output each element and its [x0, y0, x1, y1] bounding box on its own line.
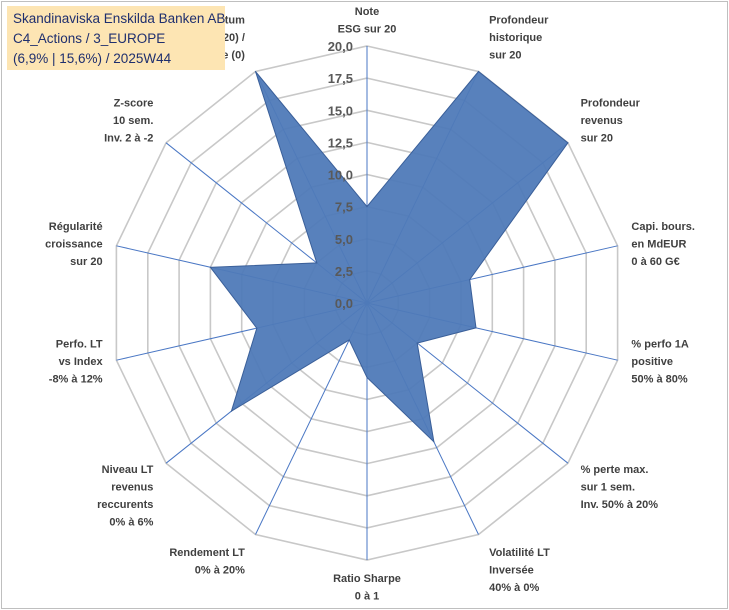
- series-layer: [209, 70, 569, 444]
- tick-label: 2,5: [335, 264, 353, 279]
- axis-label: Perfo. LT vs Index -8% à 12%: [49, 338, 104, 385]
- data-point: [316, 262, 318, 264]
- axis-label: Volatilité LT Inversée 40% à 0%: [489, 547, 550, 594]
- tick-label: 0,0: [335, 296, 353, 311]
- data-point: [230, 410, 232, 412]
- company-name: Skandinaviska Enskilda Banken AB: [13, 11, 226, 26]
- series-area: [209, 70, 569, 444]
- data-point: [416, 342, 418, 344]
- data-point: [209, 266, 211, 268]
- axis-label: % perte max. sur 1 sem. Inv. 50% à 20%: [581, 464, 659, 511]
- axis-label: Z-score 10 sem. Inv. 2 à -2: [104, 98, 153, 145]
- tick-label: 12,5: [328, 135, 353, 150]
- tick-layer: 0,0 2,5 5,0 7,5 10,0 12,5 15,0 17,5 20,0: [328, 39, 353, 311]
- title-box: Skandinaviska Enskilda Banken AB C4_Acti…: [7, 6, 225, 70]
- data-point: [433, 441, 435, 443]
- axis-label: Note ESG sur 20: [338, 6, 397, 36]
- data-point: [478, 71, 479, 72]
- data-point: [469, 279, 471, 281]
- axis-label: Capi. bours. en MdEUR 0 à 60 G€: [631, 221, 695, 268]
- data-point: [366, 206, 368, 208]
- data-point: [567, 142, 569, 144]
- axis-spoke: [255, 302, 368, 535]
- axis-label: % perfo 1A positive 50% à 80%: [631, 338, 689, 385]
- axis-label: Profondeur historique sur 20: [489, 15, 549, 62]
- tick-label: 17,5: [328, 71, 353, 86]
- tick-label: 15,0: [328, 103, 353, 118]
- tick-label: 20,0: [328, 39, 353, 54]
- tick-label: 7,5: [335, 200, 353, 215]
- data-point: [256, 327, 258, 329]
- category-line: C4_Actions / 3_EUROPE: [13, 31, 166, 46]
- tick-label: 10,0: [328, 168, 353, 183]
- performance-week-line: (6,9% | 15,6%) / 2025W44: [13, 51, 172, 66]
- axis-label: Régularité croissance sur 20: [45, 221, 102, 268]
- axis-label: Ratio Sharpe 0 à 1: [333, 573, 401, 603]
- data-point: [366, 377, 368, 378]
- data-point: [348, 339, 350, 341]
- data-point: [255, 71, 256, 72]
- axis-label: Profondeur revenus sur 20: [581, 98, 641, 145]
- axis-label: Niveau LT revenus reccurents 0% à 6%: [97, 464, 154, 529]
- axis-label: Rendement LT 0% à 20%: [169, 547, 245, 577]
- data-point: [475, 327, 477, 329]
- tick-label: 5,0: [335, 232, 353, 247]
